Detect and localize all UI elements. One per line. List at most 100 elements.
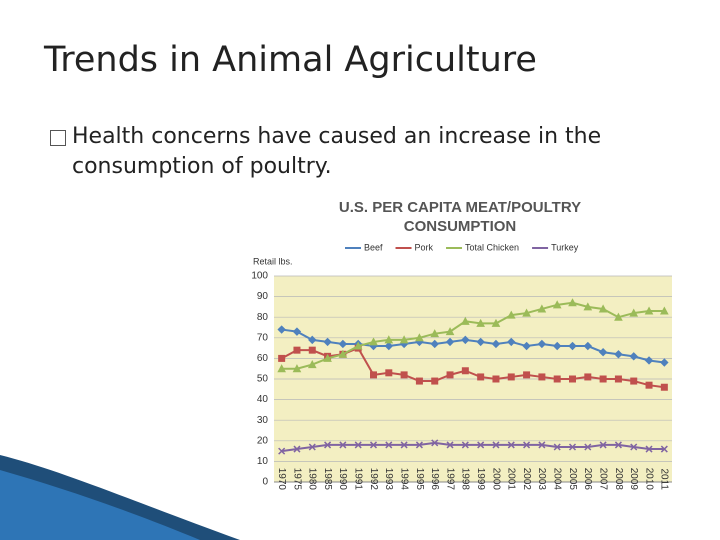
marker <box>446 371 454 379</box>
x-tick-label: 1990 <box>337 468 348 491</box>
marker <box>415 377 423 385</box>
marker <box>338 349 348 358</box>
y-tick-label: 50 <box>257 374 269 385</box>
x-tick-label: 2010 <box>643 468 654 491</box>
x-tick-label: 1980 <box>307 468 318 491</box>
marker <box>323 337 332 347</box>
marker <box>569 375 576 383</box>
y-tick-label: 40 <box>257 394 269 405</box>
x-tick-label: 2004 <box>552 468 563 491</box>
marker <box>308 335 317 345</box>
marker <box>507 373 515 381</box>
x-tick-label: 2001 <box>506 468 517 491</box>
x-tick-label: 1993 <box>383 468 394 491</box>
marker <box>645 445 653 453</box>
marker <box>568 341 577 351</box>
marker <box>491 318 501 327</box>
x-tick-label: 1975 <box>291 468 302 491</box>
marker <box>538 373 546 381</box>
marker <box>614 350 623 359</box>
x-tick-label: 2000 <box>490 468 501 491</box>
marker <box>537 339 547 349</box>
marker <box>660 306 669 315</box>
marker <box>660 358 669 367</box>
marker <box>523 371 531 379</box>
marker <box>338 339 348 349</box>
legend-label: Pork <box>415 242 434 252</box>
marker <box>430 329 440 338</box>
marker <box>614 375 622 383</box>
marker <box>461 316 470 325</box>
x-tick-label: 2005 <box>567 468 578 491</box>
marker <box>644 356 654 365</box>
marker <box>568 298 577 307</box>
marker <box>477 441 485 449</box>
marker <box>277 325 286 334</box>
marker <box>598 348 608 357</box>
marker <box>293 445 301 453</box>
marker <box>400 441 408 449</box>
y-tick-label: 30 <box>257 415 269 426</box>
marker <box>599 375 607 383</box>
legend-item: Total Chicken <box>446 242 519 252</box>
marker <box>553 375 561 383</box>
marker <box>537 304 547 313</box>
x-tick-label: 2003 <box>536 468 547 491</box>
marker <box>476 318 485 327</box>
marker <box>629 352 638 361</box>
marker <box>598 304 608 313</box>
x-tick-label: 1991 <box>353 468 364 491</box>
marker <box>492 441 500 449</box>
marker <box>461 335 470 345</box>
swoosh <box>0 470 200 540</box>
marker <box>584 443 592 451</box>
series-line <box>281 301 665 370</box>
marker <box>308 346 316 354</box>
y-tick-label: 80 <box>257 312 269 323</box>
marker <box>660 383 668 391</box>
marker <box>308 443 316 451</box>
marker <box>384 335 394 344</box>
legend-label: Beef <box>364 242 383 252</box>
x-tick-label: 1994 <box>398 468 409 491</box>
marker <box>339 441 347 449</box>
marker <box>630 377 638 385</box>
legend-item: Turkey <box>532 242 579 252</box>
marker <box>584 373 592 381</box>
marker <box>278 447 286 455</box>
marker <box>507 441 515 449</box>
marker <box>369 337 378 346</box>
x-tick-label: 1970 <box>276 468 287 491</box>
marker <box>324 441 332 449</box>
marker <box>522 341 531 351</box>
marker <box>430 339 439 349</box>
y-tick-label: 60 <box>257 353 269 364</box>
marker <box>292 327 302 336</box>
bullet-text: Health concerns have caused an increase … <box>72 124 602 179</box>
marker <box>415 333 424 342</box>
marker <box>492 375 500 383</box>
marker <box>445 337 455 347</box>
bullet-marker <box>50 130 66 146</box>
marker <box>568 443 577 451</box>
marker <box>599 441 607 449</box>
marker <box>506 310 516 319</box>
legend-item: Pork <box>395 242 434 252</box>
y-tick-label: 10 <box>257 456 269 467</box>
marker <box>491 339 501 349</box>
y-tick-label: 0 <box>262 477 268 488</box>
marker <box>353 341 363 350</box>
marker <box>385 441 393 449</box>
legend-label: Turkey <box>551 242 579 252</box>
x-tick-label: 2008 <box>613 468 624 491</box>
chart-title: U.S. PER CAPITA MEAT/POULTRY CONSUMPTION <box>338 199 582 235</box>
marker <box>278 354 286 362</box>
y-tick-label: 20 <box>257 435 269 446</box>
marker <box>630 443 638 451</box>
x-tick-label: 1995 <box>414 468 425 491</box>
x-tick-label: 1996 <box>429 468 440 491</box>
marker <box>446 441 454 449</box>
